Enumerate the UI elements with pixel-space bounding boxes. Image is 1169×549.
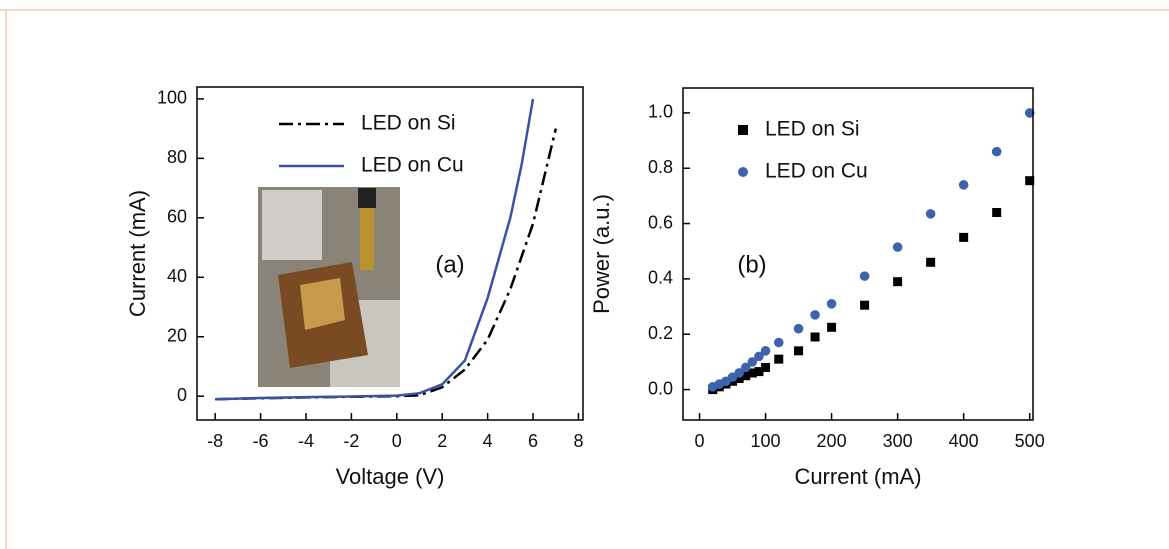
point: [747, 368, 757, 378]
point: [959, 232, 969, 242]
point: [734, 368, 744, 378]
point: [892, 242, 903, 252]
inset-photo: [258, 187, 400, 387]
point: [793, 323, 804, 334]
point: [760, 346, 771, 356]
legend-swatch: [738, 125, 748, 135]
point: [992, 208, 1002, 217]
x-tick-label: -6: [253, 431, 269, 451]
y-tick-label: 100: [157, 88, 187, 108]
legend-label: LED on Cu: [361, 154, 464, 177]
panel-annotation: (b): [737, 251, 766, 278]
legend-swatch: [738, 167, 748, 177]
point: [893, 277, 903, 287]
point: [740, 362, 751, 373]
y-tick-label: 0: [177, 385, 187, 405]
y-tick-label: 0.0: [648, 378, 673, 398]
x-tick-label: -4: [298, 431, 314, 451]
x-tick-label: -8: [207, 431, 223, 451]
point: [747, 357, 758, 367]
x-tick-label: 8: [573, 431, 583, 451]
point: [925, 209, 936, 219]
y-tick-label: 80: [167, 147, 187, 167]
x-tick-label: 200: [817, 431, 847, 451]
line-series: [215, 98, 535, 401]
point: [1025, 176, 1035, 186]
legend-label: LED on Si: [361, 112, 456, 135]
point: [926, 257, 936, 267]
x-tick-label: 4: [483, 431, 493, 451]
x-tick-label: 400: [949, 431, 979, 451]
x-tick-label: -2: [343, 431, 359, 451]
point: [827, 322, 837, 332]
point: [754, 367, 764, 377]
point: [826, 299, 837, 309]
x-tick-label: 6: [528, 431, 538, 451]
point: [754, 351, 764, 362]
y-tick-label: 0.6: [648, 212, 673, 232]
point: [810, 310, 820, 320]
y-tick-label: 40: [167, 266, 187, 286]
point: [859, 271, 870, 281]
x-tick-label: 0: [392, 431, 402, 451]
y-axis-label: Current (mA): [125, 190, 150, 317]
legend-label: LED on Si: [765, 118, 860, 141]
point: [773, 337, 784, 348]
panel-annotation: (a): [435, 251, 464, 278]
plot-frame: [196, 86, 584, 421]
y-axis-label: Power (a.u.): [589, 194, 614, 314]
y-tick-label: 20: [167, 326, 187, 346]
point: [761, 362, 771, 372]
y-tick-label: 1.0: [648, 102, 673, 122]
point: [958, 180, 969, 190]
x-tick-label: 2: [437, 431, 447, 451]
point: [734, 374, 744, 383]
x-tick-label: 0: [695, 431, 705, 451]
x-tick-label: 300: [883, 431, 913, 451]
point: [810, 332, 820, 342]
point: [860, 300, 870, 310]
x-axis-label: Current (mA): [794, 464, 921, 489]
y-tick-label: 0.2: [648, 323, 673, 343]
x-axis-label: Voltage (V): [336, 464, 445, 489]
legend-label: LED on Cu: [765, 160, 868, 183]
point: [1024, 108, 1035, 118]
point: [741, 371, 751, 381]
y-tick-label: 0.8: [648, 157, 673, 177]
y-tick-label: 0.4: [648, 268, 673, 288]
x-tick-label: 500: [1015, 431, 1045, 451]
y-tick-label: 60: [167, 207, 187, 227]
plot-frame: [682, 87, 1034, 421]
point: [794, 346, 804, 356]
point: [774, 354, 784, 364]
x-tick-label: 100: [751, 431, 781, 451]
point: [991, 146, 1002, 157]
